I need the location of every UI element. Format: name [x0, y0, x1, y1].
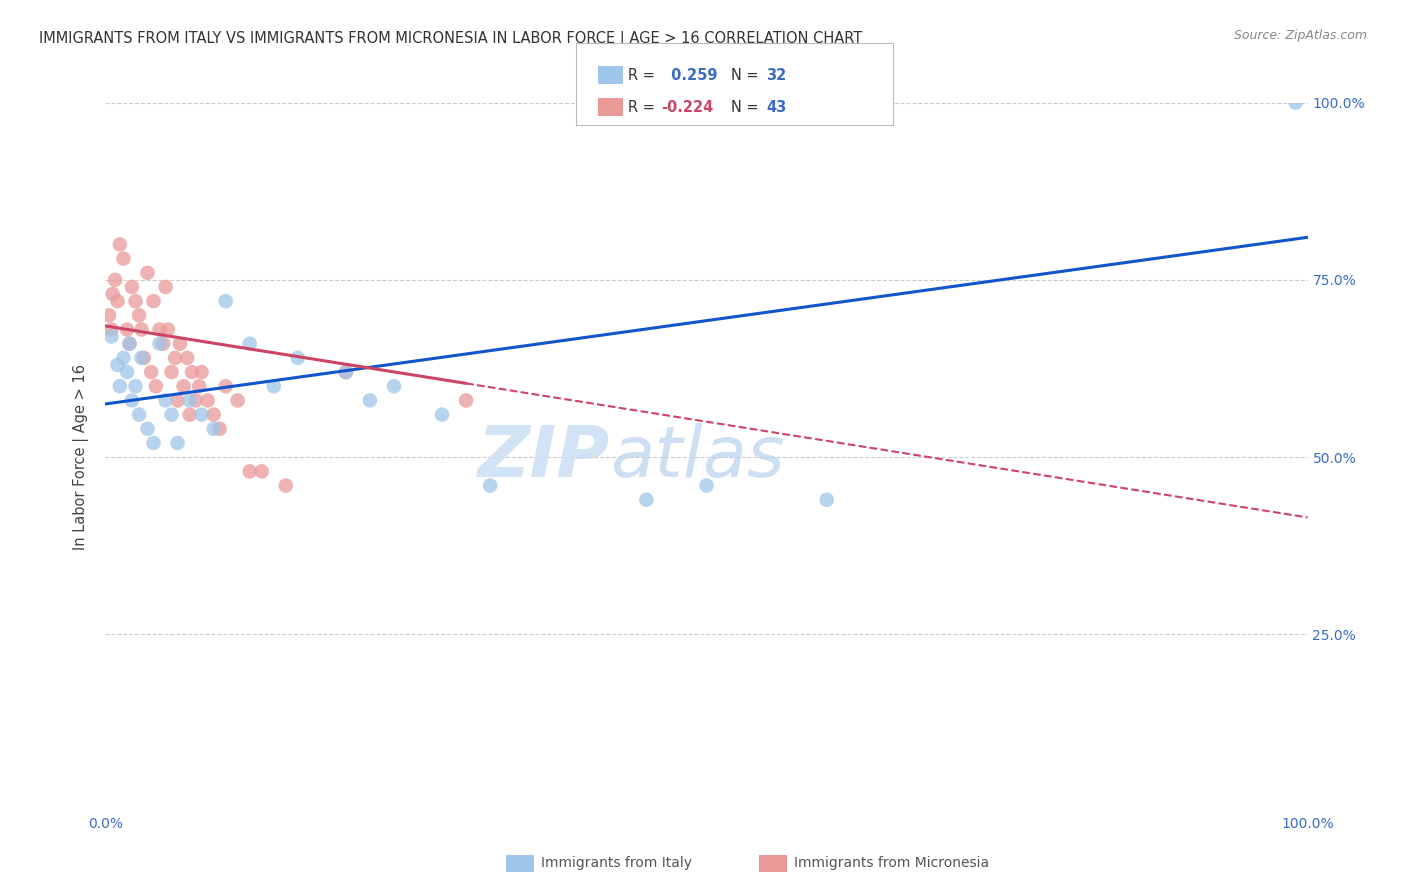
- Point: [104, 273, 127, 287]
- Text: N =: N =: [731, 100, 763, 115]
- Point: [176, 351, 198, 365]
- Text: 43: 43: [766, 100, 786, 115]
- Point: [382, 379, 405, 393]
- Text: N =: N =: [731, 68, 763, 83]
- Point: [152, 336, 174, 351]
- Point: [115, 365, 138, 379]
- Point: [184, 393, 207, 408]
- Point: [190, 365, 212, 379]
- Point: [335, 365, 357, 379]
- Point: [430, 408, 453, 422]
- Point: [166, 393, 188, 408]
- Point: [132, 351, 155, 365]
- Point: [214, 294, 236, 309]
- Point: [142, 294, 165, 309]
- Point: [181, 365, 204, 379]
- Point: [202, 408, 225, 422]
- Point: [108, 379, 131, 393]
- Point: [197, 393, 219, 408]
- Point: [148, 322, 170, 336]
- Point: [479, 478, 502, 492]
- Text: Immigrants from Italy: Immigrants from Italy: [541, 856, 692, 871]
- Text: ZIP: ZIP: [478, 423, 610, 491]
- Point: [165, 351, 187, 365]
- Text: Source: ZipAtlas.com: Source: ZipAtlas.com: [1233, 29, 1367, 42]
- Point: [100, 322, 122, 336]
- Point: [250, 464, 273, 478]
- Point: [136, 266, 159, 280]
- Point: [179, 393, 201, 408]
- Point: [112, 351, 135, 365]
- Point: [179, 408, 201, 422]
- Point: [131, 322, 153, 336]
- Point: [107, 294, 129, 309]
- Point: [155, 280, 177, 294]
- Point: [815, 492, 838, 507]
- Text: R =: R =: [628, 68, 659, 83]
- Text: 32: 32: [766, 68, 786, 83]
- Point: [121, 393, 143, 408]
- Text: R =: R =: [628, 100, 659, 115]
- Point: [100, 329, 122, 343]
- Text: IMMIGRANTS FROM ITALY VS IMMIGRANTS FROM MICRONESIA IN LABOR FORCE | AGE > 16 CO: IMMIGRANTS FROM ITALY VS IMMIGRANTS FROM…: [39, 31, 863, 47]
- Point: [148, 336, 170, 351]
- Point: [202, 422, 225, 436]
- Point: [335, 365, 357, 379]
- Point: [696, 478, 718, 492]
- Point: [156, 322, 179, 336]
- Point: [155, 393, 177, 408]
- Point: [454, 393, 477, 408]
- Point: [118, 336, 141, 351]
- Point: [208, 422, 231, 436]
- Point: [145, 379, 167, 393]
- Point: [136, 422, 159, 436]
- Point: [188, 379, 211, 393]
- Point: [287, 351, 309, 365]
- Y-axis label: In Labor Force | Age > 16: In Labor Force | Age > 16: [73, 364, 90, 550]
- Point: [173, 379, 195, 393]
- Point: [108, 237, 131, 252]
- Point: [112, 252, 135, 266]
- Point: [142, 436, 165, 450]
- Point: [263, 379, 285, 393]
- Point: [1284, 95, 1306, 110]
- Point: [214, 379, 236, 393]
- Point: [190, 408, 212, 422]
- Point: [115, 322, 138, 336]
- Text: atlas: atlas: [610, 423, 785, 491]
- Point: [274, 478, 297, 492]
- Point: [239, 336, 262, 351]
- Point: [226, 393, 249, 408]
- Point: [128, 408, 150, 422]
- Point: [101, 287, 124, 301]
- Point: [124, 294, 146, 309]
- Point: [160, 365, 183, 379]
- Point: [118, 336, 141, 351]
- Point: [121, 280, 143, 294]
- Point: [239, 464, 262, 478]
- Point: [128, 309, 150, 323]
- Point: [160, 408, 183, 422]
- Point: [166, 436, 188, 450]
- Text: -0.224: -0.224: [661, 100, 713, 115]
- Point: [98, 309, 121, 323]
- Point: [139, 365, 162, 379]
- Point: [359, 393, 381, 408]
- Point: [124, 379, 146, 393]
- Point: [107, 358, 129, 372]
- Text: 0.259: 0.259: [666, 68, 718, 83]
- Text: Immigrants from Micronesia: Immigrants from Micronesia: [794, 856, 990, 871]
- Point: [636, 492, 658, 507]
- Point: [131, 351, 153, 365]
- Point: [169, 336, 191, 351]
